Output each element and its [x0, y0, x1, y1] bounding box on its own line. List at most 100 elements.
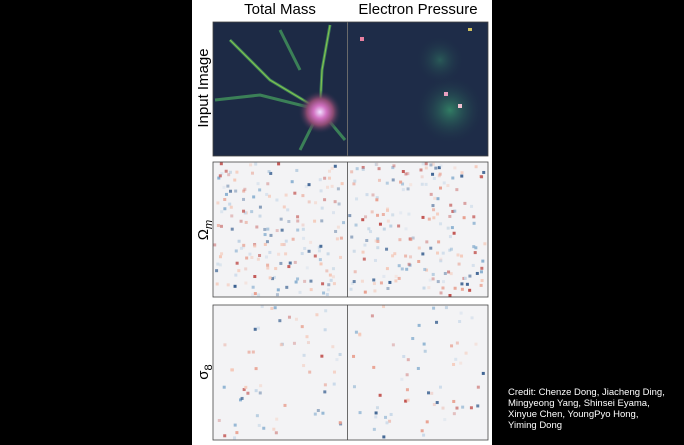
- map-pixel: [253, 292, 257, 296]
- map-pixel: [234, 189, 238, 193]
- map-pixel: [436, 280, 440, 284]
- map-pixel: [303, 279, 307, 283]
- map-pixel: [481, 259, 485, 263]
- input-image-mass: [213, 22, 347, 156]
- map-pixel: [453, 209, 457, 213]
- map-pixel: [300, 325, 304, 329]
- column-title: Electron Pressure: [358, 1, 477, 18]
- input-image-pressure: [348, 22, 488, 156]
- map-pixel: [450, 344, 454, 348]
- map-pixel: [367, 227, 371, 231]
- map-pixel: [457, 262, 461, 266]
- map-pixel: [442, 280, 446, 284]
- map-pixel: [354, 223, 358, 227]
- map-pixel: [263, 233, 267, 237]
- map-pixel: [243, 187, 247, 191]
- map-pixel: [337, 202, 341, 206]
- map-pixel: [358, 332, 362, 336]
- map-pixel: [348, 214, 352, 218]
- map-pixel: [296, 277, 300, 281]
- map-pixel: [290, 180, 294, 184]
- map-pixel: [323, 176, 327, 180]
- map-pixel: [451, 176, 455, 180]
- map-pixel: [279, 261, 283, 265]
- column-title: Total Mass: [244, 1, 316, 18]
- map-pixel: [404, 399, 408, 403]
- map-pixel: [424, 182, 428, 186]
- map-pixel: [455, 406, 459, 410]
- map-pixel: [296, 219, 300, 223]
- map-pixel: [223, 197, 227, 201]
- map-pixel: [227, 173, 231, 177]
- map-pixel: [360, 279, 364, 283]
- map-pixel: [301, 194, 305, 198]
- map-pixel: [427, 286, 431, 290]
- map-pixel: [257, 423, 261, 427]
- map-pixel: [447, 270, 451, 274]
- map-pixel: [435, 401, 439, 405]
- map-pixel: [409, 183, 413, 187]
- panel-frames: [212, 21, 489, 441]
- map-pixel: [323, 328, 327, 332]
- map-pixel: [230, 214, 234, 218]
- map-pixel: [313, 412, 317, 416]
- map-pixel: [319, 189, 323, 193]
- map-pixel: [436, 251, 440, 255]
- map-pixel: [381, 213, 385, 217]
- map-pixel: [405, 267, 409, 271]
- map-pixel: [294, 317, 298, 321]
- map-pixel: [228, 170, 232, 174]
- map-pixel: [233, 178, 237, 182]
- map-pixel: [397, 276, 401, 280]
- map-pixel: [275, 198, 279, 202]
- map-pixel: [296, 215, 300, 219]
- map-pixel: [295, 168, 299, 172]
- map-pixel: [438, 172, 442, 176]
- map-pixel: [372, 427, 376, 431]
- map-pixel: [397, 224, 401, 228]
- map-pixel: [417, 323, 421, 327]
- map-pixel: [471, 263, 475, 267]
- map-pixel: [460, 254, 464, 258]
- map-pixel: [389, 224, 393, 228]
- map-pixel: [431, 204, 435, 208]
- map-pixel: [431, 162, 435, 166]
- credit-line: Mingyeong Yang, Shinsei Eyama,: [508, 398, 650, 409]
- map-pixel: [399, 211, 403, 215]
- map-pixel: [391, 343, 395, 347]
- map-pixel: [237, 239, 241, 243]
- map-pixel: [473, 251, 477, 255]
- map-pixel: [339, 236, 343, 240]
- map-pixel: [405, 388, 409, 392]
- credit-line: Yiming Dong: [508, 420, 562, 431]
- map-pixel: [441, 406, 445, 410]
- map-pixel: [481, 371, 485, 375]
- map-pixel: [267, 170, 271, 174]
- map-pixel: [425, 240, 429, 244]
- map-pixel: [376, 213, 380, 217]
- map-pixel: [309, 288, 313, 292]
- map-pixel: [388, 419, 392, 423]
- map-pixel: [319, 244, 323, 248]
- map-pixel: [256, 182, 260, 186]
- map-pixel: [401, 170, 405, 174]
- map-pixel: [448, 214, 452, 218]
- map-pixel: [222, 385, 226, 389]
- map-pixel: [363, 290, 367, 294]
- row-label: Input Image: [195, 48, 212, 127]
- map-pixel: [460, 171, 464, 175]
- map-pixel: [470, 316, 474, 320]
- map-pixel: [432, 208, 436, 212]
- map-pixel: [278, 319, 282, 323]
- map-pixel: [239, 246, 243, 250]
- map-pixel: [434, 166, 438, 170]
- map-pixel: [372, 278, 376, 282]
- map-pixel: [391, 213, 395, 217]
- map-pixel: [392, 164, 396, 168]
- map-pixel: [242, 209, 246, 213]
- map-pixel: [283, 403, 287, 407]
- map-pixel: [321, 282, 325, 286]
- map-pixel: [444, 306, 448, 310]
- map-pixel: [421, 162, 425, 166]
- map-pixel: [329, 278, 333, 282]
